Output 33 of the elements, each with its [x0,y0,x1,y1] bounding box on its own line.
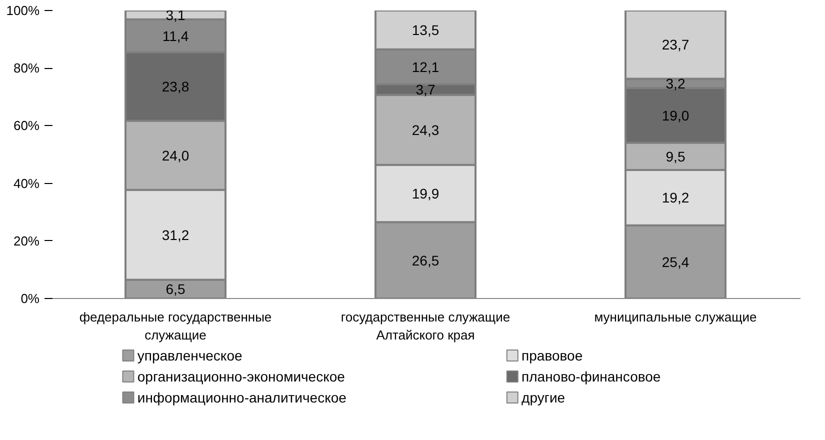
y-tick-label: 40% [13,176,40,191]
data-label: 25,4 [662,254,690,270]
legend-label: другие [522,390,566,406]
legend-label: планово-финансовое [522,368,661,384]
data-label: 9,5 [666,148,686,164]
legend-label: организационно-экономическое [137,368,346,384]
legend-label: управленческое [137,348,242,364]
y-tick-label: 60% [13,118,40,134]
data-label: 23,7 [662,36,690,53]
data-label: 3,2 [666,75,686,92]
data-label: 31,2 [162,226,190,243]
x-tick-label: федеральные государственные служащие [79,310,272,342]
x-tick-label: государственные служащие Алтайского края [340,310,510,342]
data-label: 24,0 [162,147,190,164]
data-label: 6,5 [166,281,186,298]
x-tick-label: муниципальные служащие [594,310,757,324]
y-tick-label: 80% [13,60,40,76]
data-label: 3,1 [166,6,186,23]
y-tick-label: 0% [20,291,40,306]
data-label: 26,5 [412,252,440,268]
y-tick-label: 20% [13,233,40,248]
data-label: 19,0 [662,107,690,124]
data-label: 23,8 [162,78,190,95]
data-label: 13,5 [412,22,440,38]
data-label: 3,7 [416,82,436,98]
data-label: 11,4 [162,28,189,44]
legend-label: информационно-аналитическое [137,390,347,406]
legend-label: правовое [522,348,583,364]
data-label: 12,1 [412,58,440,75]
data-label: 19,9 [412,186,440,202]
data-label: 24,3 [412,122,440,138]
y-tick-label: 100% [6,3,40,18]
data-label: 19,2 [662,190,690,206]
